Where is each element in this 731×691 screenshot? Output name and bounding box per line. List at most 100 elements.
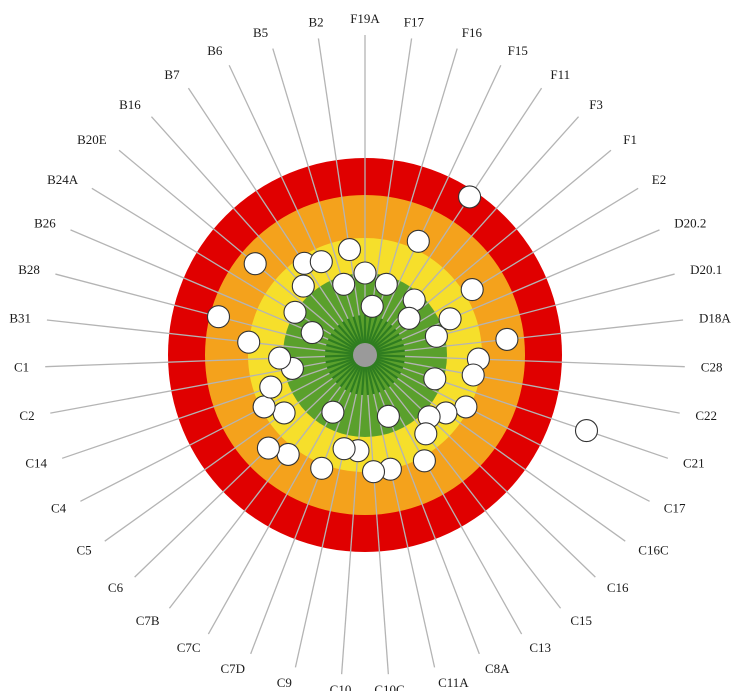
spoke-b6 [228,64,366,356]
spoke-label-c9: C9 [277,675,292,690]
data-point-c6 [256,436,280,460]
data-point-b2 [337,238,362,262]
spoke-f11 [364,87,543,356]
spoke-c2 [50,354,366,414]
data-point-d20-2 [438,307,462,331]
spoke-label-f19a: F19A [350,11,380,26]
data-point-c15 [414,422,438,446]
spoke-c15 [364,354,562,609]
spoke-label-f11: F11 [550,67,570,82]
spoke-label-c4: C4 [51,501,67,516]
spoke-label-c6: C6 [108,580,124,595]
data-point-d18a [495,327,519,351]
data-point-b24a [283,300,307,324]
spoke-label-c7c: C7C [177,640,201,655]
data-point-c7d [310,456,334,480]
spoke-d20-2 [364,229,660,356]
spoke-c5 [104,354,366,542]
data-point-c5 [272,401,296,425]
spoke-label-b7: B7 [164,67,180,82]
spoke-c28 [364,354,685,368]
data-point-c21-outer [574,419,599,443]
spoke-label-b26: B26 [34,216,56,231]
spoke-c10 [340,354,366,675]
spoke-label-f1: F1 [623,132,637,147]
data-point-c17 [454,395,478,419]
spoke-label-b31: B31 [9,310,31,325]
spoke-label-c10: C10 [330,682,352,691]
data-point-c1 [268,346,292,370]
data-point-c4 [252,395,276,419]
spoke-c16c [364,354,626,542]
spoke-c17 [364,354,650,502]
data-points-group [206,185,599,484]
spoke-c21 [364,354,669,459]
spoke-label-c7b: C7B [136,613,160,628]
spoke-label-b16: B16 [119,97,141,112]
spoke-c14 [61,354,366,459]
spoke-label-c7d: C7D [220,661,245,676]
spoke-label-c8a: C8A [485,661,510,676]
spoke-label-d20-2: D20.2 [674,216,706,231]
spoke-label-c28: C28 [701,359,723,374]
spoke-label-e2: E2 [652,172,666,187]
data-point-b20e [243,252,267,276]
spoke-f15 [364,64,502,356]
spoke-label-c13: C13 [529,640,551,655]
data-point-c13 [412,449,436,473]
data-point-c14 [259,375,283,399]
spoke-c6 [134,354,366,578]
spoke-label-b28: B28 [18,262,40,277]
spoke-label-b5: B5 [253,25,268,40]
spoke-label-c16: C16 [607,580,629,595]
spoke-label-c10c: C10C [374,682,404,691]
spoke-label-c2: C2 [19,408,34,423]
spoke-label-c17: C17 [664,501,686,516]
spoke-label-f17: F17 [404,15,425,30]
spoke-d20-1 [364,273,675,356]
data-point-f19a [353,261,377,285]
center-fan [324,315,406,395]
spoke-c7c [207,354,366,635]
spoke-labels-group: F19A F17 F16 F15 F11 F3 F1 E2 D20.2 D20.1 D18A C28 C… [9,11,731,691]
spoke-label-d20-1: D20.1 [690,262,722,277]
data-point-c9 [332,437,356,461]
spoke-c11a [364,354,436,668]
spoke-label-c1: C1 [14,359,29,374]
data-point-b6 [309,250,333,274]
data-point-f17 [360,294,384,318]
spoke-b20e [118,149,366,356]
spoke-label-f3: F3 [589,97,603,112]
spoke-c22 [364,354,680,414]
data-point-f1 [397,306,421,330]
data-point-f16 [374,272,398,296]
spoke-label-b20e: B20E [77,132,107,147]
spoke-label-b24a: B24A [47,172,79,187]
data-point-f15 [406,229,430,253]
spoke-b5 [272,48,366,356]
spoke-label-b2: B2 [309,15,324,30]
spoke-label-c21: C21 [683,456,705,471]
data-point-b28 [206,305,231,329]
data-point-c22 [461,363,485,387]
spoke-b31 [46,319,366,356]
data-point-b26 [300,321,324,345]
spoke-d18a [364,319,684,356]
spoke-label-d18a: D18A [699,310,731,325]
data-point-c7b [276,442,300,466]
spoke-b2 [317,38,366,356]
spoke-label-c15: C15 [570,613,592,628]
spoke-label-b6: B6 [207,43,223,58]
spoke-c10c [364,354,390,675]
spoke-label-c16c: C16C [638,543,668,558]
data-point-c21 [423,367,447,391]
data-point-d20-1 [424,324,448,348]
spoke-label-f15: F15 [508,43,528,58]
spoke-c7b [168,354,366,609]
spoke-label-c5: C5 [77,543,92,558]
data-point-b5 [332,272,356,296]
data-point-f11 [458,185,482,209]
spoke-c8a [364,354,480,655]
data-point-c8a [376,404,400,428]
